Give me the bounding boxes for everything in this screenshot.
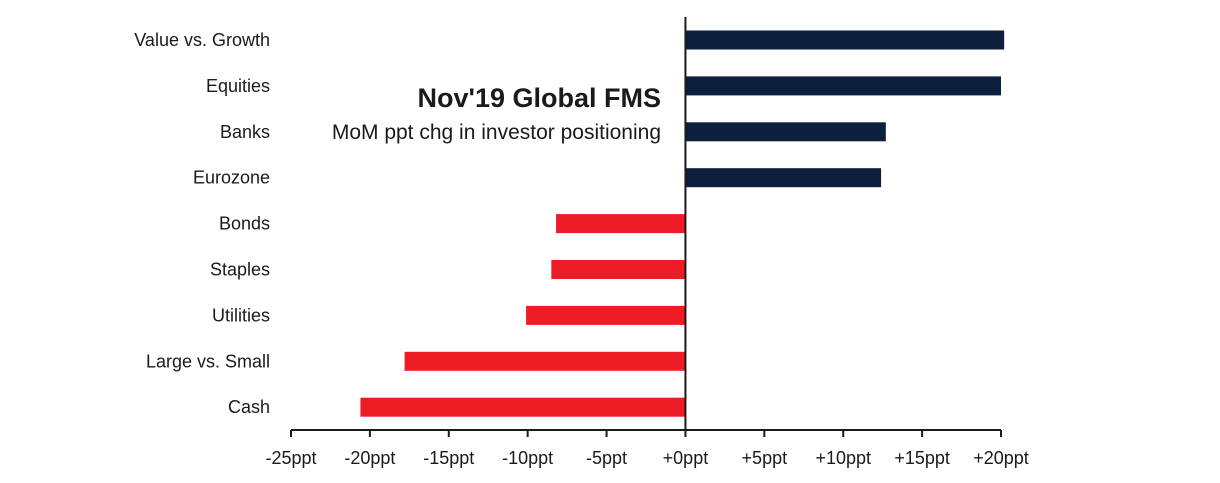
x-axis-ticks: -25ppt -20ppt -15ppt -10ppt -5ppt +0ppt +5ppt +… [265, 430, 1029, 468]
category-labels: Value vs. Growth Equities Banks Eurozone Bon… [134, 30, 270, 417]
bar-bonds [556, 214, 686, 234]
bar-eurozone [685, 168, 882, 188]
bar-value-vs-growth [685, 30, 1005, 50]
x-tick-label: -10ppt [502, 448, 553, 468]
category-label: Eurozone [193, 168, 270, 188]
category-label: Value vs. Growth [134, 30, 270, 50]
category-label: Cash [228, 397, 270, 417]
bar-utilities [526, 305, 686, 325]
bars-group [360, 30, 1005, 417]
category-label: Equities [206, 76, 270, 96]
bar-large-vs-small [404, 351, 686, 371]
x-tick-label: -25ppt [265, 448, 316, 468]
category-label: Staples [210, 260, 270, 280]
x-tick-label: +20ppt [973, 448, 1029, 468]
bar-equities [685, 76, 1001, 96]
category-label: Banks [220, 122, 270, 142]
x-tick-label: +15ppt [894, 448, 950, 468]
chart-title: Nov'19 Global FMS [418, 83, 661, 113]
category-label: Utilities [212, 305, 270, 325]
x-tick-label: +0ppt [663, 448, 709, 468]
bar-banks [685, 122, 886, 142]
x-tick-label: +5ppt [742, 448, 788, 468]
bar-staples [551, 260, 686, 279]
x-tick-label: -15ppt [423, 448, 474, 468]
x-tick-label: -20ppt [344, 448, 395, 468]
chart-subtitle: MoM ppt chg in investor positioning [332, 121, 661, 144]
category-label: Bonds [219, 214, 270, 234]
bar-cash [360, 397, 686, 417]
category-label: Large vs. Small [146, 351, 270, 371]
x-tick-label: -5ppt [586, 448, 627, 468]
x-tick-label: +10ppt [815, 448, 871, 468]
